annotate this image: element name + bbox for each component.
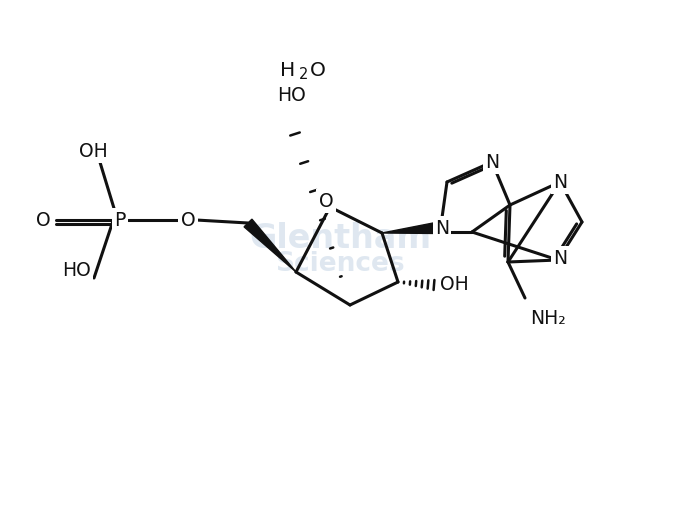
Text: N: N	[553, 173, 567, 191]
Text: HO: HO	[276, 85, 306, 105]
Text: O: O	[35, 211, 50, 229]
Text: O: O	[319, 191, 333, 211]
Text: NH₂: NH₂	[530, 308, 566, 328]
Text: O: O	[310, 60, 326, 80]
Text: H: H	[280, 60, 295, 80]
Text: Sciences: Sciences	[275, 251, 405, 277]
Text: OH: OH	[440, 276, 468, 294]
Text: N: N	[435, 218, 449, 238]
Text: OH: OH	[79, 141, 107, 161]
Polygon shape	[382, 223, 436, 233]
Text: 2: 2	[299, 67, 308, 82]
Text: P: P	[114, 211, 126, 229]
Text: Glentham: Glentham	[249, 222, 431, 254]
Text: HO: HO	[62, 261, 90, 280]
Text: N: N	[553, 249, 567, 267]
Text: N: N	[485, 152, 499, 172]
Text: O: O	[181, 211, 196, 229]
Polygon shape	[244, 219, 296, 272]
